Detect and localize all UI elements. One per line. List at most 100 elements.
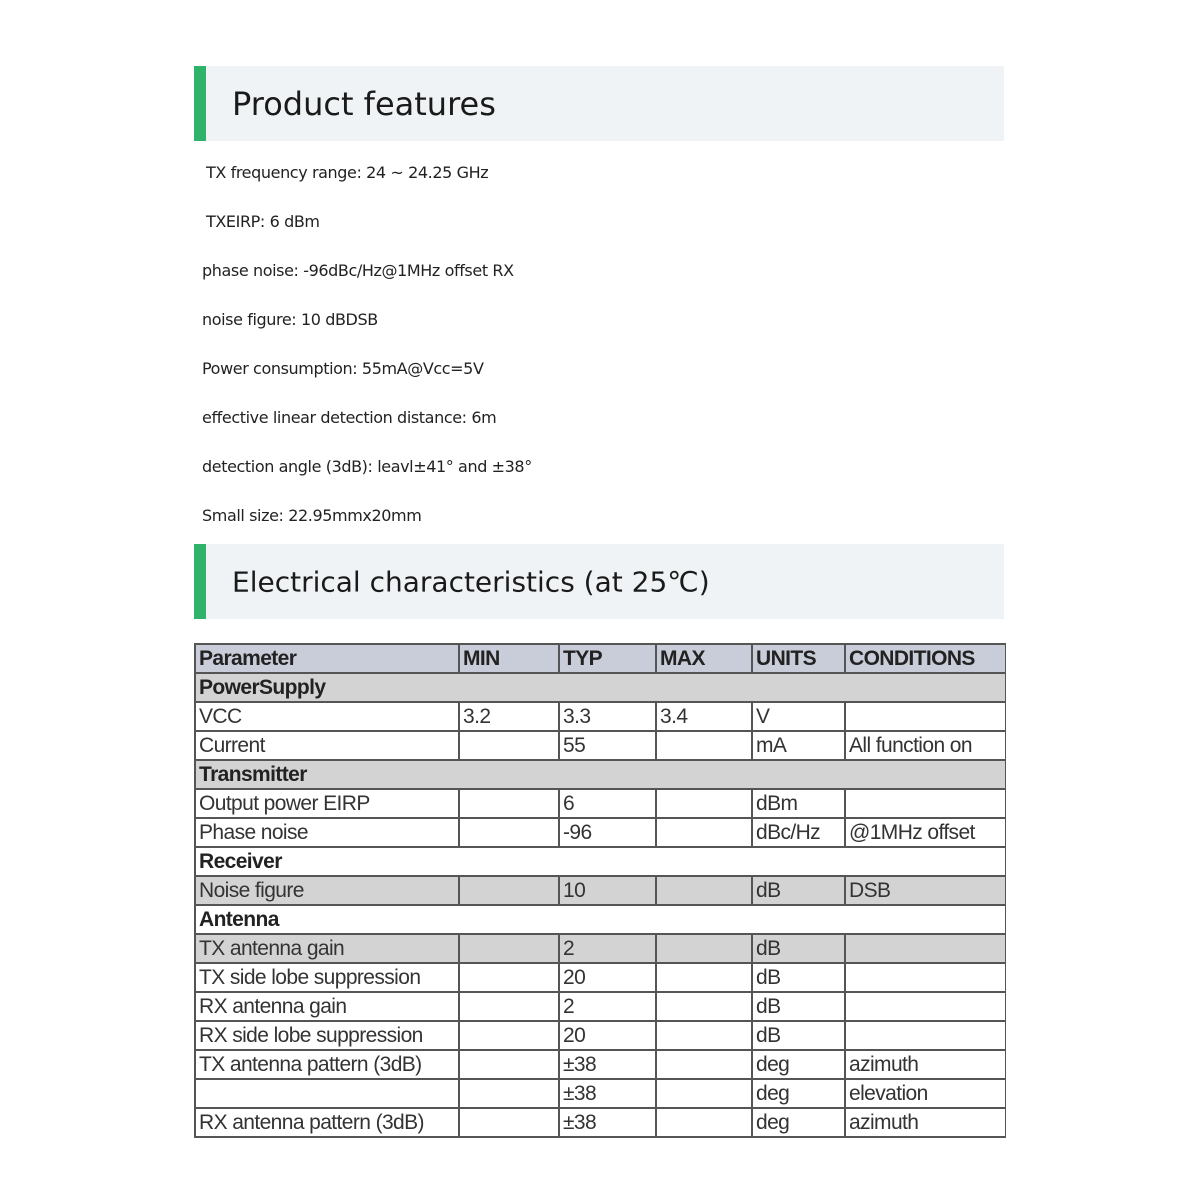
table-cell: @1MHz offset: [844, 817, 1006, 848]
table-cell: Output power EIRP: [194, 788, 460, 819]
table-cell: dBc/Hz: [751, 817, 846, 848]
table-cell: dB: [751, 933, 846, 964]
table-cell: dB: [751, 962, 846, 993]
table-cell: 3.4: [655, 701, 753, 732]
table-row: TX side lobe suppression 20 dB: [194, 962, 1006, 993]
table-cell: [655, 875, 753, 906]
table-row: RX antenna pattern (3dB) ±38 deg azimuth: [194, 1107, 1006, 1138]
table-row: Current 55 mA All function on: [194, 730, 1006, 761]
table-cell: [655, 1049, 753, 1080]
features-title: Product features: [232, 84, 496, 123]
table-cell: [844, 701, 1006, 732]
feature-item: phase noise: -96dBc/Hz@1MHz offset RX: [202, 261, 514, 280]
table-cell: TX antenna pattern (3dB): [194, 1049, 460, 1080]
table-cell: deg: [751, 1078, 846, 1109]
feature-item: TXEIRP: 6 dBm: [206, 212, 320, 231]
electrical-table: Parameter MIN TYP MAX UNITS CONDITIONS PowerSu…: [194, 643, 1006, 1138]
table-cell: [458, 1049, 560, 1080]
table-cell: 3.3: [558, 701, 657, 732]
table-cell: [844, 962, 1006, 993]
electrical-header: Electrical characteristics (at 25℃): [194, 544, 1004, 619]
table-cell: [655, 817, 753, 848]
section-label: Receiver: [194, 846, 1006, 877]
section-label: Antenna: [194, 904, 1006, 935]
table-cell: [655, 962, 753, 993]
table-cell: [655, 788, 753, 819]
table-cell: [844, 933, 1006, 964]
table-cell: [655, 1107, 753, 1138]
table-cell: [844, 991, 1006, 1022]
table-cell: 20: [558, 962, 657, 993]
column-header: UNITS: [751, 643, 846, 674]
table-cell: 6: [558, 788, 657, 819]
table-cell: [458, 1107, 560, 1138]
table-cell: -96: [558, 817, 657, 848]
table-cell: azimuth: [844, 1049, 1006, 1080]
feature-item: Small size: 22.95mmx20mm: [202, 506, 422, 525]
table-row: ±38 deg elevation: [194, 1078, 1006, 1109]
feature-item: TX frequency range: 24 ~ 24.25 GHz: [206, 163, 489, 182]
table-cell: 2: [558, 933, 657, 964]
table-cell: dBm: [751, 788, 846, 819]
table-cell: ±38: [558, 1107, 657, 1138]
table-row: RX side lobe suppression 20 dB: [194, 1020, 1006, 1051]
section-label: Transmitter: [194, 759, 1006, 790]
feature-item: effective linear detection distance: 6m: [202, 408, 497, 427]
features-header: Product features: [194, 66, 1004, 141]
table-row: TX antenna gain 2 dB: [194, 933, 1006, 964]
table-cell: azimuth: [844, 1107, 1006, 1138]
table-cell: [844, 1020, 1006, 1051]
feature-item: detection angle (3dB): leavl±41° and ±38…: [202, 457, 532, 476]
table-cell: [458, 933, 560, 964]
table-row: Noise figure 10 dB DSB: [194, 875, 1006, 906]
table-cell: RX antenna pattern (3dB): [194, 1107, 460, 1138]
table-cell: Phase noise: [194, 817, 460, 848]
table-cell: [458, 1020, 560, 1051]
table-cell: [458, 875, 560, 906]
table-cell: RX antenna gain: [194, 991, 460, 1022]
table-cell: [194, 1078, 460, 1109]
table-cell: [458, 991, 560, 1022]
table-row: VCC 3.2 3.3 3.4 V: [194, 701, 1006, 732]
section-row: Transmitter: [194, 759, 1006, 790]
column-header: CONDITIONS: [844, 643, 1006, 674]
table-cell: [458, 1078, 560, 1109]
table-cell: [458, 817, 560, 848]
electrical-table-wrapper: Parameter MIN TYP MAX UNITS CONDITIONS PowerSu…: [194, 643, 1006, 1162]
table-cell: ±38: [558, 1049, 657, 1080]
section-label: PowerSupply: [194, 672, 1006, 703]
feature-item: Power consumption: 55mA@Vcc=5V: [202, 359, 484, 378]
table-cell: [458, 730, 560, 761]
table-cell: dB: [751, 1020, 846, 1051]
table-cell: dB: [751, 991, 846, 1022]
table-cell: TX antenna gain: [194, 933, 460, 964]
table-cell: dB: [751, 875, 846, 906]
column-header: MIN: [458, 643, 560, 674]
accent-bar: [194, 66, 206, 141]
table-row: TX antenna pattern (3dB) ±38 deg azimuth: [194, 1049, 1006, 1080]
table-cell: 10: [558, 875, 657, 906]
feature-item: noise figure: 10 dBDSB: [202, 310, 378, 329]
table-cell: [458, 962, 560, 993]
section-row: Antenna: [194, 904, 1006, 935]
table-cell: [458, 788, 560, 819]
table-cell: mA: [751, 730, 846, 761]
table-cell: 3.2: [458, 701, 560, 732]
table-cell: deg: [751, 1107, 846, 1138]
table-cell: TX side lobe suppression: [194, 962, 460, 993]
table-cell: Noise figure: [194, 875, 460, 906]
table-cell: ±38: [558, 1078, 657, 1109]
table-cell: elevation: [844, 1078, 1006, 1109]
table-cell: DSB: [844, 875, 1006, 906]
column-header: TYP: [558, 643, 657, 674]
table-cell: [844, 788, 1006, 819]
table-cell: 20: [558, 1020, 657, 1051]
electrical-title: Electrical characteristics (at 25℃): [232, 565, 710, 598]
table-row: Phase noise -96 dBc/Hz @1MHz offset: [194, 817, 1006, 848]
table-row: Output power EIRP 6 dBm: [194, 788, 1006, 819]
column-header: MAX: [655, 643, 753, 674]
table-header-row: Parameter MIN TYP MAX UNITS CONDITIONS: [194, 643, 1006, 674]
table-cell: [655, 730, 753, 761]
table-cell: RX side lobe suppression: [194, 1020, 460, 1051]
table-cell: [655, 933, 753, 964]
